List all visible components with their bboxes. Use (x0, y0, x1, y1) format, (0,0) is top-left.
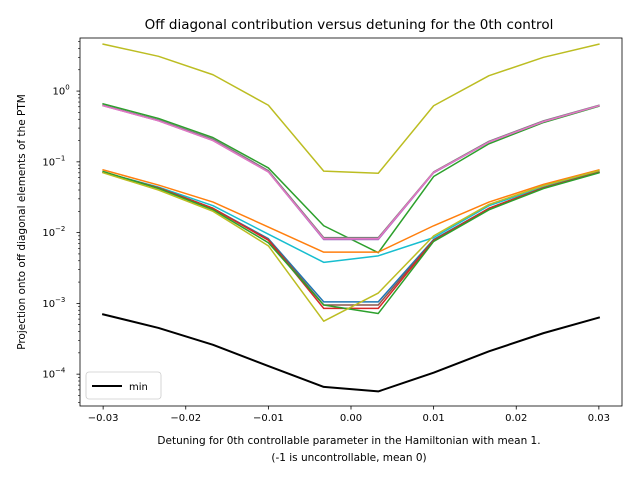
y-tick-label: 10−4 (42, 367, 66, 381)
x-axis-label-line2: (-1 is uncontrollable, mean 0) (271, 452, 426, 464)
y-tick-label: 100 (52, 84, 69, 98)
legend-label-min: min (129, 382, 148, 393)
x-tick-label: 0.00 (340, 413, 362, 424)
x-tick-label: 0.03 (588, 413, 610, 424)
series-line-1 (102, 43, 600, 174)
series-layer (101, 43, 601, 393)
x-tick-label: 0.02 (505, 413, 527, 424)
series-line-min (101, 313, 601, 393)
x-tick-label: −0.02 (170, 413, 201, 424)
axes-layer: −0.03 −0.02 −0.01 0.00 0.01 0.02 0.03 10−4 10−3 1… (42, 37, 623, 424)
series-line-12 (102, 169, 600, 322)
y-axis-label: Projection onto off diagonal elements of… (16, 94, 28, 350)
y-tick-label: 10−2 (42, 225, 65, 239)
x-tick-label: −0.03 (88, 413, 119, 424)
series-line-7 (102, 170, 600, 264)
legend-box (85, 371, 162, 400)
series-line-5 (102, 104, 600, 240)
series-line-3 (102, 104, 600, 239)
x-tick-label: 0.01 (422, 413, 444, 424)
series-line-6 (102, 168, 600, 253)
chart-title: Off diagonal contribution versus detunin… (145, 17, 554, 33)
series-line-11 (102, 170, 600, 315)
x-axis-label-line1: Detuning for 0th controllable parameter … (157, 435, 540, 447)
series-line-10 (102, 171, 600, 310)
y-tick-label: 10−1 (42, 154, 65, 168)
x-tick-label: −0.01 (253, 413, 284, 424)
y-tick-label: 10−3 (42, 296, 65, 310)
legend: min (85, 371, 162, 400)
